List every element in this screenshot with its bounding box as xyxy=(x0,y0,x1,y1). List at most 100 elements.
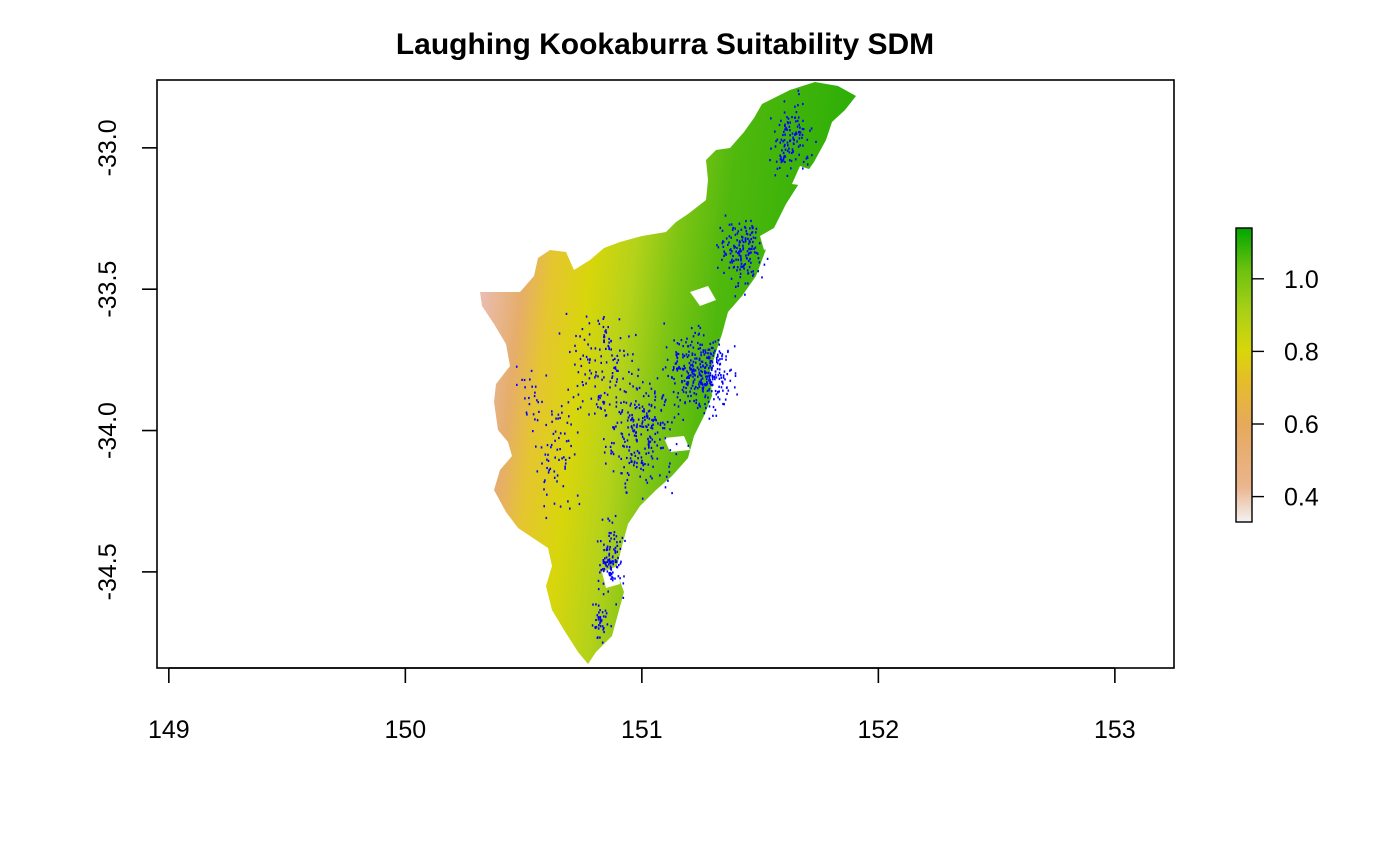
occurrence-point xyxy=(740,257,742,260)
occurrence-point xyxy=(567,500,569,503)
occurrence-point xyxy=(753,251,756,254)
occurrence-point xyxy=(646,415,649,418)
occurrence-point xyxy=(737,282,740,285)
occurrence-point xyxy=(646,412,648,415)
occurrence-point xyxy=(666,358,669,361)
occurrence-point xyxy=(688,362,691,365)
occurrence-point xyxy=(558,332,561,335)
occurrence-point xyxy=(774,130,776,133)
occurrence-point xyxy=(786,149,789,152)
occurrence-point xyxy=(604,557,606,560)
occurrence-point xyxy=(705,371,707,374)
occurrence-point xyxy=(711,374,714,377)
occurrence-point xyxy=(697,375,699,378)
occurrence-point xyxy=(709,362,711,365)
occurrence-point xyxy=(546,466,548,470)
occurrence-point xyxy=(606,623,609,626)
occurrence-point xyxy=(607,590,609,593)
occurrence-point xyxy=(564,462,567,465)
no-data-gap xyxy=(760,228,776,250)
occurrence-point xyxy=(805,157,808,160)
occurrence-point xyxy=(664,437,667,440)
occurrence-point xyxy=(717,355,719,358)
occurrence-point xyxy=(612,560,614,563)
occurrence-point xyxy=(651,477,653,480)
occurrence-point xyxy=(605,548,608,552)
occurrence-point xyxy=(534,418,536,421)
occurrence-point xyxy=(789,139,791,143)
occurrence-point xyxy=(662,446,664,449)
occurrence-point xyxy=(616,541,618,544)
occurrence-point xyxy=(784,124,786,128)
occurrence-point xyxy=(614,367,617,370)
occurrence-point xyxy=(619,337,622,340)
occurrence-point xyxy=(546,458,548,461)
occurrence-point xyxy=(697,341,699,345)
occurrence-point xyxy=(649,440,652,443)
occurrence-point xyxy=(623,437,625,440)
occurrence-point xyxy=(545,516,548,520)
occurrence-point xyxy=(618,410,621,414)
occurrence-point xyxy=(605,329,607,332)
occurrence-point xyxy=(569,507,571,510)
occurrence-point xyxy=(702,390,704,393)
occurrence-point xyxy=(740,255,742,258)
occurrence-point xyxy=(545,423,547,427)
occurrence-point xyxy=(716,353,719,356)
occurrence-point xyxy=(590,397,593,400)
occurrence-point xyxy=(730,277,733,280)
occurrence-point xyxy=(721,380,723,383)
occurrence-point xyxy=(723,254,725,257)
occurrence-point xyxy=(635,406,638,409)
occurrence-point xyxy=(645,414,648,418)
occurrence-point xyxy=(685,353,688,356)
occurrence-point xyxy=(551,420,553,423)
occurrence-point xyxy=(690,394,692,397)
occurrence-point xyxy=(724,252,727,256)
occurrence-point xyxy=(718,350,721,353)
occurrence-point xyxy=(789,121,791,124)
occurrence-point xyxy=(802,128,805,131)
occurrence-point xyxy=(597,627,600,630)
occurrence-point xyxy=(721,357,723,360)
occurrence-point xyxy=(639,425,641,428)
occurrence-point xyxy=(649,436,652,439)
occurrence-point xyxy=(714,373,717,376)
occurrence-point xyxy=(595,374,597,377)
occurrence-point xyxy=(738,253,741,256)
occurrence-point xyxy=(799,126,801,129)
occurrence-point xyxy=(745,220,747,223)
occurrence-point xyxy=(693,378,696,381)
occurrence-point xyxy=(612,426,614,429)
occurrence-point xyxy=(726,386,728,389)
occurrence-point xyxy=(619,562,622,565)
occurrence-point xyxy=(599,396,601,400)
occurrence-point xyxy=(721,229,724,232)
occurrence-point xyxy=(763,263,766,266)
occurrence-point xyxy=(724,214,727,217)
occurrence-point xyxy=(798,123,800,126)
occurrence-point xyxy=(516,383,518,386)
occurrence-point xyxy=(652,423,654,426)
occurrence-point xyxy=(650,387,653,390)
occurrence-point xyxy=(596,614,599,617)
occurrence-point xyxy=(740,228,743,231)
occurrence-point xyxy=(610,577,612,580)
occurrence-point xyxy=(728,235,731,238)
occurrence-point xyxy=(682,356,684,359)
occurrence-point xyxy=(562,485,565,488)
occurrence-point xyxy=(598,322,601,325)
occurrence-point xyxy=(614,577,616,580)
occurrence-point xyxy=(713,375,715,378)
occurrence-point xyxy=(660,446,663,450)
occurrence-point xyxy=(626,472,629,475)
occurrence-point xyxy=(621,536,624,539)
occurrence-point xyxy=(602,559,605,562)
occurrence-point xyxy=(714,340,717,343)
occurrence-point xyxy=(568,456,571,459)
occurrence-point xyxy=(648,417,651,420)
occurrence-point xyxy=(730,368,732,371)
occurrence-point xyxy=(741,239,744,242)
occurrence-point xyxy=(723,403,725,406)
occurrence-point xyxy=(806,138,809,141)
